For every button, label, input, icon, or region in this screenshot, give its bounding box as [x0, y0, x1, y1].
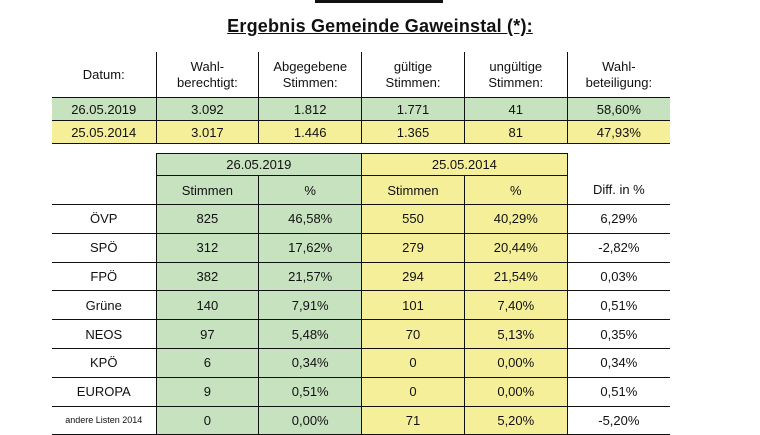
pct-2019: 17,62%	[258, 233, 363, 263]
cell-beteiligung: 47,93%	[566, 120, 670, 144]
col-stimmen-2014: Stimmen	[361, 175, 465, 205]
pct-2014: 0,00%	[463, 348, 568, 378]
cell-wahlberechtigt: 3.092	[155, 97, 259, 121]
pct-2014: 5,20%	[463, 406, 568, 435]
party-name: NEOS	[52, 319, 156, 349]
cell-gueltig: 1.365	[361, 120, 465, 144]
stimmen-2014: 70	[361, 319, 465, 349]
party-name: ÖVP	[52, 204, 156, 234]
stimmen-2019: 140	[155, 290, 259, 321]
diff-pct: -5,20%	[567, 406, 670, 435]
header-datum: Datum:	[52, 52, 156, 98]
pct-2014: 20,44%	[463, 233, 568, 263]
stimmen-2019: 312	[155, 233, 259, 263]
diff-pct: 0,51%	[567, 290, 670, 321]
header-wahlberechtigt: Wahl-berechtigt:	[155, 52, 259, 98]
stimmen-2014: 101	[361, 290, 465, 321]
pct-2019: 46,58%	[258, 204, 363, 234]
stimmen-2014: 0	[361, 348, 465, 378]
table-row: KPÖ 6 0,34% 0 0,00% 0,34%	[52, 348, 670, 378]
table-row: ÖVP 825 46,58% 550 40,29% 6,29%	[52, 204, 670, 234]
cell-ungueltig: 81	[463, 120, 568, 144]
stimmen-2014: 294	[361, 262, 465, 292]
stimmen-2019: 382	[155, 262, 259, 292]
party-name: KPÖ	[52, 348, 156, 378]
table-row: Grüne 140 7,91% 101 7,40% 0,51%	[52, 290, 670, 321]
header-gueltig: gültige Stimmen:	[361, 52, 465, 98]
cell-datum: 25.05.2014	[52, 120, 156, 144]
header-abgegeben: Abgegebene Stimmen:	[258, 52, 362, 98]
cell-wahlberechtigt: 3.017	[155, 120, 259, 144]
pct-2019: 7,91%	[258, 290, 363, 321]
diff-pct: 0,03%	[567, 262, 670, 292]
pct-2014: 5,13%	[463, 319, 568, 349]
party-name: andere Listen 2014	[52, 406, 156, 435]
pct-2019: 5,48%	[258, 319, 363, 349]
pct-2019: 21,57%	[258, 262, 363, 292]
stimmen-2019: 0	[155, 406, 259, 435]
diff-pct: 6,29%	[567, 204, 670, 234]
party-name: EUROPA	[52, 377, 156, 407]
pct-2014: 0,00%	[463, 377, 568, 407]
party-name: Grüne	[52, 290, 156, 321]
stimmen-2014: 71	[361, 406, 465, 435]
pct-2014: 7,40%	[463, 290, 568, 321]
summary-row-2019: 26.05.2019 3.092 1.812 1.771 41 58,60%	[52, 97, 670, 121]
table-row: EUROPA 9 0,51% 0 0,00% 0,51%	[52, 377, 670, 407]
stimmen-2014: 550	[361, 204, 465, 234]
cell-gueltig: 1.771	[361, 97, 465, 121]
diff-pct: 0,51%	[567, 377, 670, 407]
pct-2019: 0,51%	[258, 377, 363, 407]
stimmen-2014: 279	[361, 233, 465, 263]
summary-row-2014: 25.05.2014 3.017 1.446 1.365 81 47,93%	[52, 120, 670, 144]
pct-2014: 40,29%	[463, 204, 568, 234]
date-header-row: 26.05.2019 25.05.2014	[52, 153, 670, 176]
pct-2019: 0,34%	[258, 348, 363, 378]
date-2019-header: 26.05.2019	[155, 153, 363, 176]
diff-pct: 0,35%	[567, 319, 670, 349]
party-name: SPÖ	[52, 233, 156, 263]
col-diff: Diff. in %	[567, 175, 670, 205]
date-2014-header: 25.05.2014	[361, 153, 568, 176]
stimmen-2019: 825	[155, 204, 259, 234]
table-row: SPÖ 312 17,62% 279 20,44% -2,82%	[52, 233, 670, 263]
page-title: Ergebnis Gemeinde Gaweinstal (*):	[227, 16, 533, 36]
summary-table: Datum: Wahl-berechtigt: Abgegebene Stimme…	[52, 52, 670, 144]
stimmen-2019: 9	[155, 377, 259, 407]
stimmen-2014: 0	[361, 377, 465, 407]
table-row: andere Listen 2014 0 0,00% 71 5,20% -5,2…	[52, 406, 670, 435]
table-row: NEOS 97 5,48% 70 5,13% 0,35%	[52, 319, 670, 349]
cell-datum: 26.05.2019	[52, 97, 156, 121]
header-beteiligung: Wahl-beteiligung:	[566, 52, 670, 98]
top-rule	[315, 0, 443, 3]
col-stimmen-2019: Stimmen	[155, 175, 259, 205]
header-ungueltig: ungültige Stimmen:	[463, 52, 568, 98]
party-name: FPÖ	[52, 262, 156, 292]
diff-pct: -2,82%	[567, 233, 670, 263]
diff-pct: 0,34%	[567, 348, 670, 378]
column-header-row: Stimmen % Stimmen % Diff. in %	[52, 175, 670, 205]
summary-header-row: Datum: Wahl-berechtigt: Abgegebene Stimme…	[52, 52, 670, 98]
col-pct-2019: %	[258, 175, 363, 205]
col-pct-2014: %	[463, 175, 568, 205]
cell-beteiligung: 58,60%	[566, 97, 670, 121]
pct-2019: 0,00%	[258, 406, 363, 435]
cell-abgegeben: 1.812	[258, 97, 362, 121]
stimmen-2019: 97	[155, 319, 259, 349]
cell-ungueltig: 41	[463, 97, 568, 121]
party-results-table: 26.05.2019 25.05.2014 Stimmen % Stimmen …	[52, 153, 670, 435]
pct-2014: 21,54%	[463, 262, 568, 292]
cell-abgegeben: 1.446	[258, 120, 362, 144]
stimmen-2019: 6	[155, 348, 259, 378]
table-row: FPÖ 382 21,57% 294 21,54% 0,03%	[52, 262, 670, 292]
